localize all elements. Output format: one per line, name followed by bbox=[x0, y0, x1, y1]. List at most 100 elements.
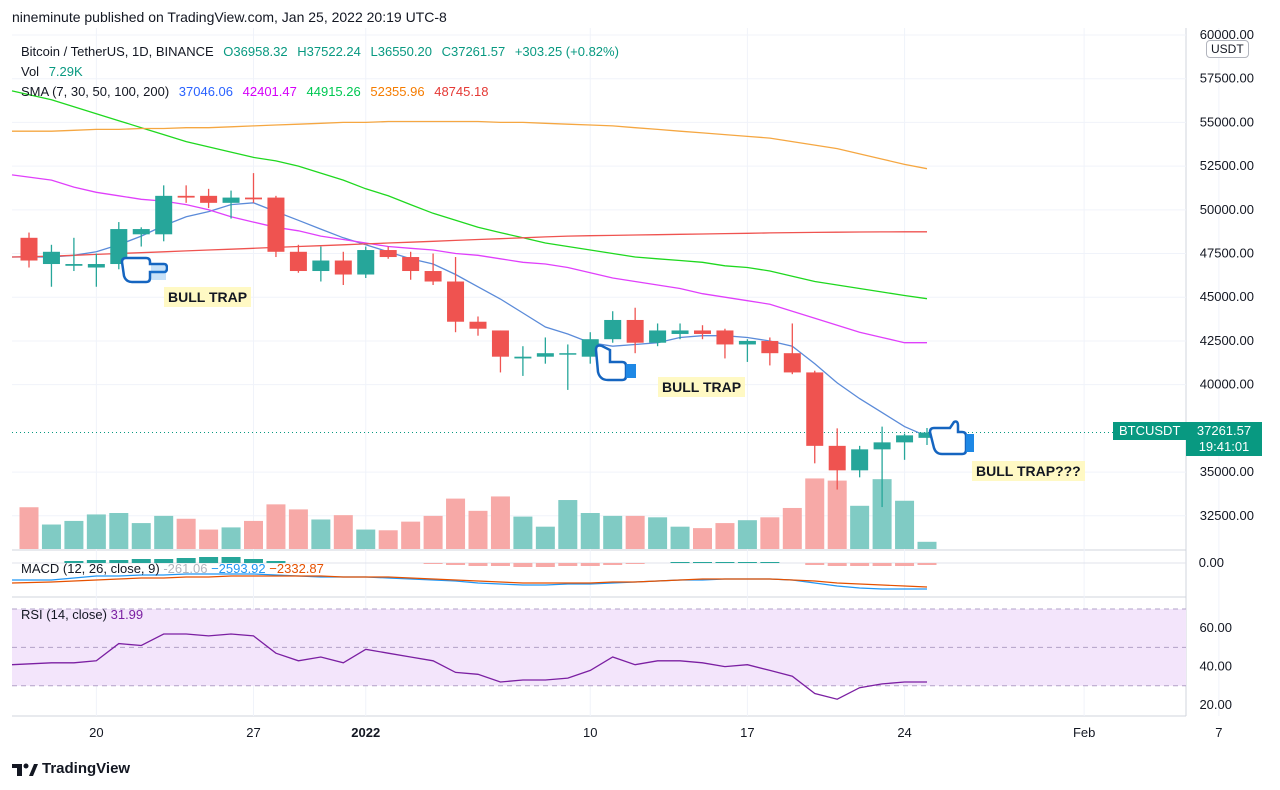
sma-label: SMA (7, 30, 50, 100, 200) bbox=[21, 84, 170, 99]
x-tick-label: 10 bbox=[583, 725, 597, 740]
macd-hist-bar bbox=[423, 563, 443, 564]
volume-bar bbox=[670, 526, 690, 549]
candle-body bbox=[694, 330, 711, 334]
macd-hist-bar bbox=[199, 557, 219, 563]
price-tick-label: 47500.00 bbox=[1200, 246, 1254, 261]
symbol-row: Bitcoin / TetherUS, 1D, BINANCE O36958.3… bbox=[21, 42, 619, 62]
sma7-value: 37046.06 bbox=[178, 84, 234, 99]
volume-bar bbox=[603, 515, 623, 549]
volume-bar bbox=[850, 505, 870, 549]
volume-bar bbox=[41, 524, 61, 549]
sma100-value: 52355.96 bbox=[370, 84, 425, 99]
x-tick-label: 24 bbox=[897, 725, 911, 740]
macd-hist-bar bbox=[625, 563, 645, 564]
x-tick-label: 20 bbox=[89, 725, 103, 740]
candle-body bbox=[87, 264, 105, 268]
macd-hist-bar bbox=[917, 563, 937, 565]
candle-body bbox=[828, 445, 846, 471]
candle-body bbox=[738, 340, 756, 345]
macd-hist-bar bbox=[86, 560, 106, 563]
macd-signal-value: −2332.87 bbox=[269, 561, 324, 576]
candle-body bbox=[536, 353, 554, 357]
price-tick-label: 42500.00 bbox=[1200, 333, 1254, 348]
volume-bar bbox=[288, 509, 308, 549]
candle-body bbox=[491, 330, 509, 357]
volume-bars bbox=[19, 478, 937, 549]
volume-bar bbox=[513, 516, 533, 549]
rsi-tick-label: 40.00 bbox=[1199, 659, 1232, 674]
axes: 20 27 2022 10 17 24 Feb 7 60000.00 57500.00 55000.… bbox=[89, 27, 1254, 740]
volume-bar bbox=[401, 521, 421, 549]
rsi-line bbox=[11, 633, 927, 700]
sma50-value: 44915.26 bbox=[306, 84, 361, 99]
price-tick-label: 60000.00 bbox=[1200, 27, 1254, 42]
candle-body bbox=[559, 353, 577, 355]
candle-body bbox=[155, 195, 173, 235]
pointing-hand-icon bbox=[928, 420, 974, 456]
price-tick-label: 52500.00 bbox=[1200, 158, 1254, 173]
volume-bar bbox=[535, 526, 555, 549]
volume-bar bbox=[648, 517, 668, 549]
macd-hist-bar bbox=[535, 563, 555, 567]
candle-body bbox=[110, 229, 128, 265]
candles bbox=[20, 173, 936, 508]
ohlc-close: C37261.57 bbox=[441, 44, 506, 59]
candle-body bbox=[806, 372, 824, 446]
pointing-hand-icon bbox=[120, 256, 168, 284]
tradingview-logo[interactable]: TradingView bbox=[12, 760, 130, 777]
macd-hist-bar bbox=[670, 562, 690, 563]
volume-bar bbox=[221, 527, 241, 549]
candle-body bbox=[42, 251, 60, 265]
macd-legend: MACD (12, 26, close, 9) -261.06 −2593.92… bbox=[21, 561, 324, 576]
x-tick-label: 7 bbox=[1215, 725, 1222, 740]
macd-hist-bar bbox=[221, 557, 241, 563]
candle-body bbox=[267, 197, 285, 252]
macd-hist-value: -261.06 bbox=[163, 561, 208, 576]
rsi-pane bbox=[11, 608, 1186, 700]
volume-bar bbox=[693, 528, 712, 549]
volume-bar bbox=[468, 510, 488, 549]
price-tick-label: 55000.00 bbox=[1200, 114, 1254, 129]
macd-hist-bar bbox=[850, 563, 870, 566]
candle-body bbox=[469, 321, 487, 329]
candle-body bbox=[626, 319, 644, 343]
candle-body bbox=[424, 271, 442, 282]
volume-bar bbox=[737, 520, 757, 549]
sma200-line bbox=[11, 231, 927, 258]
volume-bar bbox=[895, 500, 915, 549]
volume-bar bbox=[917, 541, 937, 549]
volume-bar bbox=[423, 515, 443, 549]
rsi-label: RSI (14, close) bbox=[21, 607, 107, 622]
macd-hist-bar bbox=[490, 563, 510, 566]
volume-bar bbox=[86, 514, 106, 549]
candle-body bbox=[851, 449, 869, 471]
macd-label: MACD (12, 26, close, 9) bbox=[21, 561, 160, 576]
macd-hist-bar bbox=[131, 559, 151, 563]
macd-hist-bar bbox=[446, 563, 466, 565]
volume-bar bbox=[19, 507, 39, 549]
candle-body bbox=[245, 197, 262, 200]
macd-hist-bar bbox=[895, 563, 915, 566]
currency-selector[interactable]: USDT bbox=[1206, 40, 1249, 58]
price-tick-label: 40000.00 bbox=[1200, 377, 1254, 392]
candle-body bbox=[896, 435, 914, 443]
tradingview-logo-icon bbox=[12, 763, 38, 776]
sma-row: SMA (7, 30, 50, 100, 200) 37046.06 42401… bbox=[21, 82, 619, 102]
macd-hist-bar bbox=[827, 563, 847, 566]
ohlc-open: O36958.32 bbox=[223, 44, 288, 59]
macd-hist-bar bbox=[715, 562, 735, 563]
price-tick-label: 35000.00 bbox=[1200, 464, 1254, 479]
macd-hist-bar bbox=[244, 559, 263, 563]
macd-hist-bar bbox=[513, 563, 533, 567]
ohlc-high: H37522.24 bbox=[297, 44, 361, 59]
sma200-value: 48745.18 bbox=[434, 84, 489, 99]
candle-body bbox=[671, 330, 689, 334]
macd-line bbox=[12, 573, 927, 590]
candle-body bbox=[716, 330, 734, 345]
macd-hist-bar bbox=[468, 563, 488, 566]
macd-hist-bar bbox=[154, 559, 174, 563]
volume-bar bbox=[625, 515, 645, 549]
candle-body bbox=[514, 356, 532, 359]
volume-bar bbox=[244, 520, 263, 549]
